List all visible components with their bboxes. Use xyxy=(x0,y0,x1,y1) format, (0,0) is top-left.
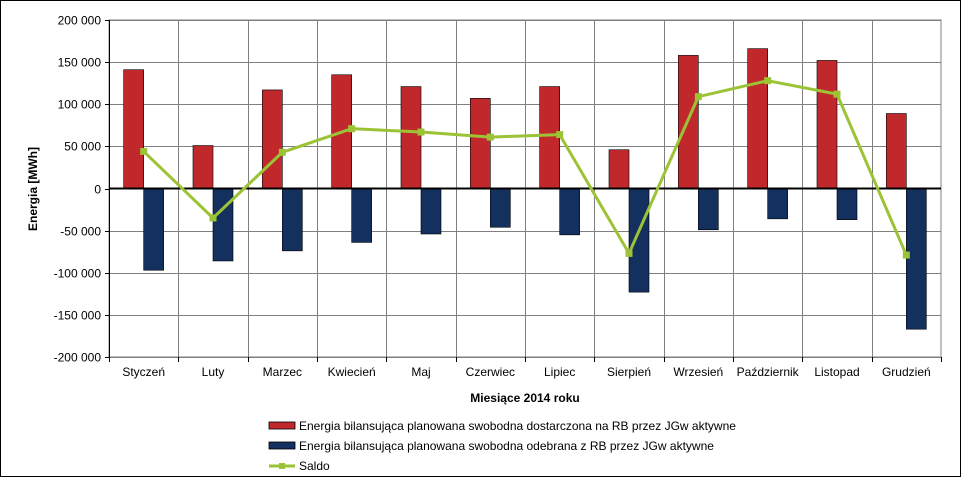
bar-supplied xyxy=(123,69,144,189)
x-tick-label: Czerwiec xyxy=(466,365,515,379)
bar-received xyxy=(836,188,858,220)
y-tick-label: 200 000 xyxy=(58,14,102,28)
bar-received xyxy=(143,188,164,271)
x-tick-label: Luty xyxy=(202,365,225,379)
legend-swatch-received xyxy=(268,441,296,450)
x-tick-label: Październik xyxy=(737,365,800,379)
bar-received xyxy=(212,188,234,262)
legend-swatch-saldo-marker xyxy=(279,463,285,469)
x-tick-label: Marzec xyxy=(263,365,302,379)
y-tick-label: -100 000 xyxy=(54,267,102,281)
saldo-marker xyxy=(833,90,841,98)
saldo-marker xyxy=(209,214,217,222)
line-layer xyxy=(140,77,910,259)
labels-layer: 200 000 150 000 100 000 50 000 0 -50 000 -100 … xyxy=(54,14,931,380)
saldo-marker xyxy=(486,133,494,141)
bar-supplied xyxy=(262,89,283,189)
bar-received xyxy=(628,188,650,293)
bar-supplied xyxy=(816,60,838,189)
bar-supplied xyxy=(886,113,907,189)
x-tick-label: Sierpień xyxy=(607,365,651,379)
saldo-marker xyxy=(902,251,910,259)
y-tick-label: 50 000 xyxy=(64,140,101,154)
bar-received xyxy=(490,188,511,228)
y-tick-label: 150 000 xyxy=(58,56,102,70)
saldo-marker xyxy=(417,128,425,136)
x-tick-label: Kwiecień xyxy=(328,365,376,379)
x-tick-label: Maj xyxy=(411,365,430,379)
legend-swatch-supplied xyxy=(268,421,296,430)
y-tick-label: 100 000 xyxy=(58,98,102,112)
saldo-marker xyxy=(348,125,356,133)
bar-supplied xyxy=(470,98,491,189)
bars-layer xyxy=(123,48,927,330)
saldo-marker xyxy=(140,147,148,155)
x-tick-label: Listopad xyxy=(814,365,859,379)
y-tick-label: -50 000 xyxy=(60,225,101,239)
x-tick-label: Styczeń xyxy=(122,365,165,379)
bar-received xyxy=(559,188,580,236)
bar-received xyxy=(282,188,303,252)
legend: Energia bilansująca planowana swobodna d… xyxy=(268,419,736,473)
saldo-marker xyxy=(764,77,772,85)
saldo-marker xyxy=(625,249,633,257)
bar-received xyxy=(906,188,927,330)
legend-label-received: Energia bilansująca planowana swobodna o… xyxy=(299,439,714,453)
saldo-line xyxy=(142,79,908,256)
axis-layer xyxy=(105,20,942,362)
legend-label-saldo: Saldo xyxy=(299,459,330,473)
bar-supplied xyxy=(400,86,422,189)
x-tick-label: Wrzesień xyxy=(673,365,723,379)
saldo-marker xyxy=(278,148,286,156)
bar-supplied xyxy=(192,145,214,189)
y-axis-title: Energia [MWh] xyxy=(26,147,40,231)
x-axis-title: Miesiące 2014 roku xyxy=(470,391,579,405)
saldo-marker xyxy=(556,131,564,139)
legend-label-supplied: Energia bilansująca planowana swobodna d… xyxy=(299,419,736,433)
bar-received xyxy=(351,188,372,243)
bar-received xyxy=(767,188,788,220)
bar-received xyxy=(420,188,442,235)
y-tick-label: 0 xyxy=(94,183,101,197)
y-tick-label: -200 000 xyxy=(54,351,102,365)
bar-received xyxy=(698,188,719,231)
bar-supplied xyxy=(747,48,768,189)
y-tick-label: -150 000 xyxy=(54,309,102,323)
bar-supplied xyxy=(608,149,630,189)
saldo-marker xyxy=(694,93,702,101)
x-tick-label: Lipiec xyxy=(544,365,575,379)
x-tick-label: Grudzień xyxy=(882,365,931,379)
